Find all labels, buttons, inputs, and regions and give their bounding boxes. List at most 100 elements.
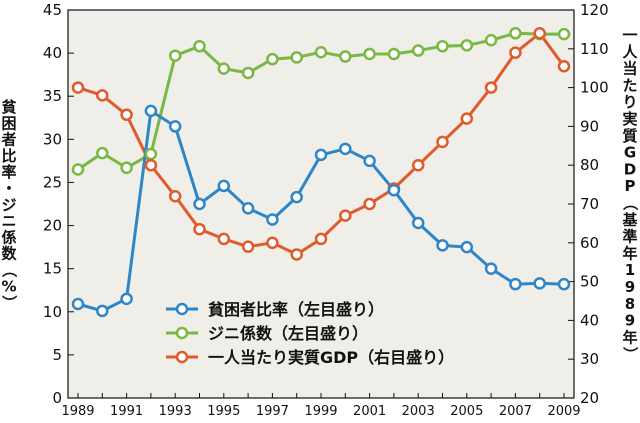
right-axis-title-char: 質 xyxy=(622,127,637,145)
series-point-1 xyxy=(509,27,522,40)
x-tick-label: 2009 xyxy=(547,404,580,419)
x-tick-label: 1993 xyxy=(159,404,192,419)
right-axis-title-char: 準 xyxy=(622,228,637,246)
series-point-2 xyxy=(168,189,182,203)
series-point-1 xyxy=(217,62,231,75)
series-point-2 xyxy=(509,46,522,59)
series-point-0 xyxy=(290,190,303,204)
x-tick-label: 2001 xyxy=(353,404,386,419)
x-tick-label: 1999 xyxy=(304,404,337,419)
series-point-0 xyxy=(387,183,401,197)
series-point-0 xyxy=(144,104,158,118)
right-tick-label: 80 xyxy=(580,156,599,174)
series-point-0 xyxy=(193,197,206,211)
left-tick-label: 0 xyxy=(52,389,62,407)
left-tick-label: 10 xyxy=(43,303,62,321)
series-point-2 xyxy=(557,60,571,73)
x-tick-label: 2007 xyxy=(499,404,532,419)
series-point-1 xyxy=(168,49,182,62)
series-point-0 xyxy=(96,304,109,318)
legend: 貧困者比率（左目盛り） ジニ係数（左目盛り） 一人当たり実質GDP（右目盛り） xyxy=(166,300,454,367)
left-tick-label: 25 xyxy=(43,173,62,191)
series-point-0 xyxy=(484,262,498,275)
series-point-0 xyxy=(557,277,571,291)
series-point-1 xyxy=(120,161,133,175)
series-point-2 xyxy=(96,89,109,102)
series-point-0 xyxy=(533,277,546,290)
x-tick-label: 1995 xyxy=(207,404,240,419)
series-point-2 xyxy=(411,158,425,172)
series-point-1 xyxy=(96,146,109,160)
left-axis-ticks: 0 5 10 15 20 25 30 35 40 45 xyxy=(43,1,74,407)
left-axis-title-char: 数 xyxy=(1,245,17,263)
series-point-1 xyxy=(484,33,498,47)
left-axis-title-char: 者 xyxy=(1,131,16,149)
right-axis-title-char: 人 xyxy=(622,43,638,61)
series-point-1 xyxy=(241,66,255,80)
left-tick-label: 35 xyxy=(43,87,62,105)
right-axis-title-char: 1 xyxy=(625,261,635,279)
series-point-2 xyxy=(436,135,449,149)
series-point-0 xyxy=(411,216,425,230)
right-axis-title-char: G xyxy=(624,144,636,162)
series-point-1 xyxy=(411,44,425,57)
x-axis-ticks: 1989 1991 1993 1995 1997 1999 2001 2003 2005 2007… xyxy=(61,393,581,419)
right-axis-title-char: （ xyxy=(621,195,639,210)
series-point-2 xyxy=(290,248,303,261)
series-point-1 xyxy=(363,47,376,61)
left-tick-label: 30 xyxy=(43,130,62,148)
series-point-1 xyxy=(314,45,328,59)
series-point-2 xyxy=(339,209,352,222)
series-point-2 xyxy=(71,81,85,94)
right-tick-label: 20 xyxy=(580,389,599,407)
left-tick-label: 5 xyxy=(52,346,62,364)
right-axis-title-char: た xyxy=(622,76,637,94)
right-axis-title-char: 実 xyxy=(622,110,637,128)
legend-marker xyxy=(175,350,189,364)
left-axis-title-char: ニ xyxy=(1,212,16,230)
series-point-2 xyxy=(363,197,376,211)
series-point-2 xyxy=(241,240,255,253)
series-point-0 xyxy=(266,213,279,226)
legend-label: 一人当たり実質GDP（右目盛り） xyxy=(208,348,454,367)
left-axis-title: 貧困者比率・ジニ係数（%） xyxy=(0,98,18,310)
left-tick-label: 20 xyxy=(43,217,62,235)
series-point-1 xyxy=(266,52,279,66)
series-point-2 xyxy=(266,236,279,250)
legend-label: 貧困者比率（左目盛り） xyxy=(208,300,384,319)
right-axis-title-char: り xyxy=(622,93,637,111)
right-tick-label: 60 xyxy=(580,234,599,252)
left-tick-label: 15 xyxy=(43,260,62,278)
series-point-1 xyxy=(144,147,158,161)
right-axis-title-char: P xyxy=(625,177,636,195)
series-point-0 xyxy=(217,179,231,193)
x-tick-label: 1989 xyxy=(61,404,94,419)
series-point-0 xyxy=(509,277,522,291)
x-tick-label: 1991 xyxy=(110,404,143,419)
series-point-0 xyxy=(120,292,133,306)
series-point-0 xyxy=(168,120,182,133)
right-tick-label: 120 xyxy=(580,1,609,19)
series-layer xyxy=(71,27,571,318)
x-tick-label: 2003 xyxy=(402,404,435,419)
series-point-0 xyxy=(241,202,255,215)
series-point-2 xyxy=(217,232,231,246)
series-point-0 xyxy=(460,240,474,254)
right-tick-label: 70 xyxy=(580,195,599,213)
left-axis-title-char: ・ xyxy=(1,180,16,198)
right-tick-label: 50 xyxy=(580,273,599,291)
right-axis-ticks: 20 30 40 50 60 70 80 90 100 110 120 xyxy=(568,1,609,407)
right-axis-title-char: 年 xyxy=(622,244,637,262)
left-axis-title-char: 貧 xyxy=(1,98,16,116)
series-point-2 xyxy=(533,27,546,40)
right-tick-label: 100 xyxy=(580,79,609,97)
right-tick-label: 110 xyxy=(580,40,609,58)
right-axis-title-char: 基 xyxy=(621,211,638,229)
series-point-1 xyxy=(193,39,206,53)
series-point-0 xyxy=(71,297,85,311)
left-axis-title-char: 係 xyxy=(1,228,16,246)
right-tick-label: 90 xyxy=(580,117,599,135)
series-point-2 xyxy=(144,158,158,172)
right-axis-title-char: 年 xyxy=(622,328,637,346)
